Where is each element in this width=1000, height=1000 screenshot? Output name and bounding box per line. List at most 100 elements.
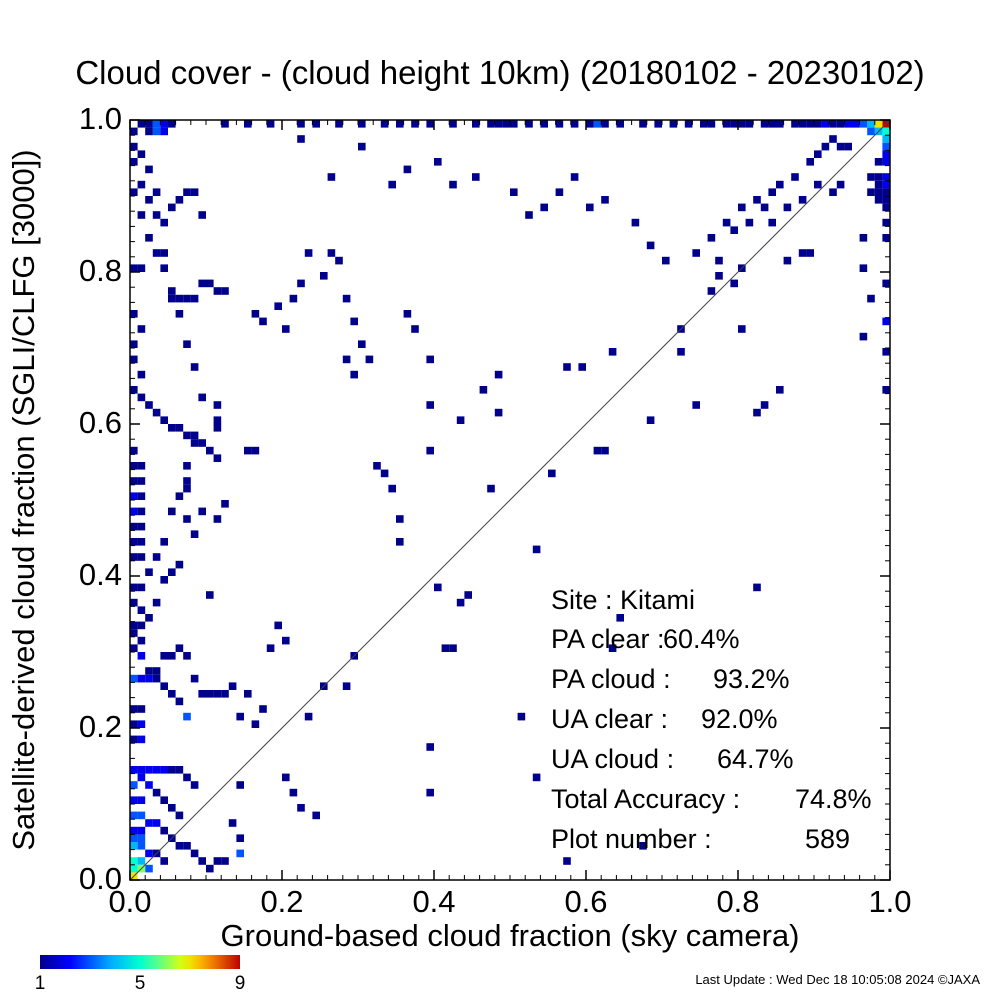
stat-total-accuracy: Total Accuracy : 74.8% [551,784,872,815]
heatmap-cell [335,120,343,128]
heatmap-cell [456,598,465,607]
heatmap-cell [654,120,662,128]
heatmap-cell [464,591,472,599]
heatmap-cell [738,203,746,212]
heatmap-cell [776,120,784,128]
heatmap-cell [882,158,890,166]
heatmap-cell [396,538,404,546]
heatmap-cell [882,196,890,204]
heatmap-cell [434,158,442,166]
heatmap-cell [213,401,222,409]
colorbar-label: 9 [234,973,246,994]
heatmap-cell [244,120,252,128]
heatmap-cell [130,446,138,455]
heatmap-cell [137,477,146,485]
heatmap-cell [760,120,769,128]
heatmap-cell [160,249,168,257]
heatmap-cell [274,621,282,630]
heatmap-cell [677,348,685,356]
heatmap-cell [882,142,890,151]
heatmap-cell [289,294,298,303]
heatmap-cell [183,484,191,493]
heatmap-cell [183,477,191,485]
stat-ua-clear: UA clear : 92.0% [551,704,778,735]
heatmap-cell [814,150,822,158]
heatmap-cell [874,173,883,181]
heatmap-cell [715,272,723,280]
heatmap-cell [570,120,579,128]
heatmap-cell [152,788,161,797]
heatmap-cell [145,234,153,242]
heatmap-cell [852,120,860,128]
heatmap-cell [859,264,868,272]
x-tick-label: 0.2 [260,884,304,919]
heatmap-cell [130,621,138,630]
heatmap-cell [411,120,419,128]
heatmap-cell [190,439,199,447]
heatmap-cell [570,173,579,181]
heatmap-cell [251,446,260,455]
heatmap-cell [190,530,199,538]
heatmap-cell [426,446,434,455]
stat-label: UA cloud : [551,744,675,774]
heatmap-cell [175,811,184,820]
heatmap-cell [251,720,260,728]
heatmap-cell [266,644,275,652]
heatmap-cell [297,804,305,812]
heatmap-cell [145,781,153,789]
heatmap-cell [137,735,146,744]
heatmap-cell [168,203,176,212]
heatmap-cell [175,697,184,706]
heatmap-cell [494,120,503,128]
heatmap-cell [145,568,153,576]
heatmap-cell [183,188,191,196]
heatmap-cell [426,120,434,128]
heatmap-cell [137,120,146,128]
heatmap-cell [669,120,678,128]
heatmap-cell [145,819,153,827]
heatmap-cell [152,766,161,774]
heatmap-cell [137,636,146,645]
heatmap-cell [867,294,875,303]
heatmap-cell [137,621,146,630]
heatmap-cell [791,173,799,181]
heatmap-cell [168,568,176,576]
heatmap-cell [130,492,138,500]
heatmap-cell [776,180,784,189]
heatmap-cell [441,644,450,652]
heatmap-cell [297,120,305,128]
heatmap-cell [738,325,746,333]
heatmap-cell [753,583,761,592]
heatmap-cell [130,834,138,842]
heatmap-cell [213,857,222,865]
heatmap-cell [130,583,138,592]
stat-label: PA cloud : [551,664,671,694]
heatmap-cell [198,211,206,219]
heatmap-cell [510,188,518,196]
heatmap-cell [753,408,761,417]
heatmap-cell [586,203,594,212]
heatmap-cell [449,644,457,652]
heatmap-cell [152,211,161,219]
heatmap-cell [555,188,564,196]
heatmap-cell [403,310,412,318]
heatmap-cell [130,355,138,364]
heatmap-cell [145,766,153,774]
heatmap-cell [844,142,852,151]
heatmap-cell [198,857,206,865]
heatmap-cell [130,674,138,683]
heatmap-cell [487,484,495,493]
stat-label: Plot number : [551,824,712,854]
heatmap-cell [130,477,138,485]
heatmap-cell [130,158,138,166]
heatmap-cell [137,264,146,272]
heatmap-cell [274,302,282,310]
heatmap-cell [783,203,792,212]
heatmap-cell [555,120,564,128]
heatmap-cell [646,241,655,250]
heatmap-cell [426,743,434,751]
heatmap-cell [175,842,184,850]
heatmap-cell [700,120,708,128]
heatmap-cell [373,462,381,470]
heatmap-cell [168,652,176,660]
